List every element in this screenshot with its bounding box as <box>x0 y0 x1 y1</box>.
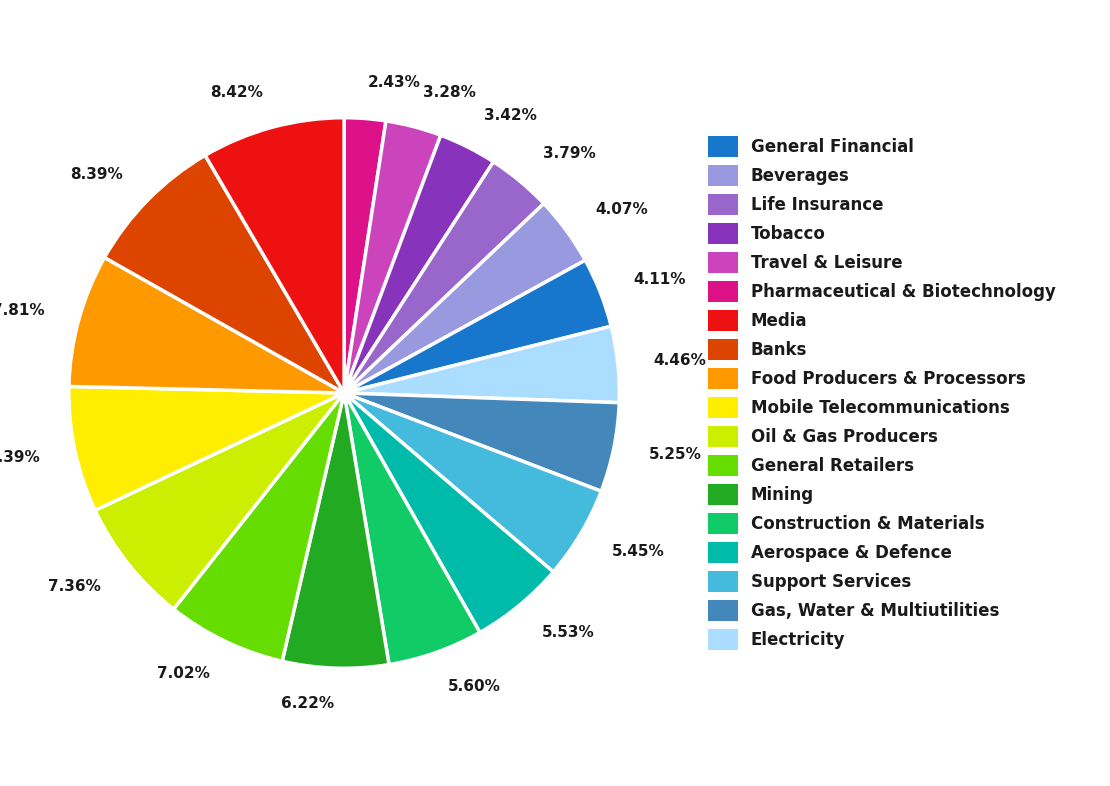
Wedge shape <box>344 393 480 665</box>
Legend: General Financial, Beverages, Life Insurance, Tobacco, Travel & Leisure, Pharmac: General Financial, Beverages, Life Insur… <box>699 128 1064 658</box>
Wedge shape <box>344 118 386 393</box>
Text: 5.25%: 5.25% <box>649 447 702 462</box>
Wedge shape <box>344 204 585 393</box>
Text: 7.36%: 7.36% <box>48 579 101 594</box>
Text: 4.46%: 4.46% <box>654 353 706 368</box>
Text: 5.53%: 5.53% <box>542 626 595 641</box>
Wedge shape <box>344 121 441 393</box>
Wedge shape <box>344 326 619 402</box>
Wedge shape <box>344 393 602 572</box>
Wedge shape <box>282 393 388 668</box>
Text: 3.79%: 3.79% <box>543 146 595 161</box>
Text: 4.11%: 4.11% <box>634 272 686 287</box>
Text: 5.60%: 5.60% <box>447 679 501 694</box>
Wedge shape <box>344 393 619 491</box>
Text: 7.39%: 7.39% <box>0 450 40 465</box>
Wedge shape <box>344 393 553 633</box>
Wedge shape <box>69 258 344 393</box>
Wedge shape <box>104 156 344 393</box>
Wedge shape <box>205 118 344 393</box>
Text: 7.02%: 7.02% <box>157 666 210 681</box>
Text: 2.43%: 2.43% <box>367 75 421 90</box>
Wedge shape <box>344 162 544 393</box>
Text: 3.42%: 3.42% <box>484 108 537 123</box>
Wedge shape <box>344 260 612 393</box>
Text: 4.07%: 4.07% <box>595 202 648 217</box>
Text: 3.28%: 3.28% <box>423 85 476 100</box>
Wedge shape <box>344 135 494 393</box>
Text: 7.81%: 7.81% <box>0 303 44 318</box>
Wedge shape <box>173 393 344 661</box>
Wedge shape <box>95 393 344 609</box>
Text: 8.39%: 8.39% <box>70 167 122 182</box>
Text: 8.42%: 8.42% <box>210 85 263 101</box>
Text: 6.22%: 6.22% <box>281 696 334 711</box>
Text: 5.45%: 5.45% <box>612 545 664 560</box>
Wedge shape <box>69 387 344 510</box>
